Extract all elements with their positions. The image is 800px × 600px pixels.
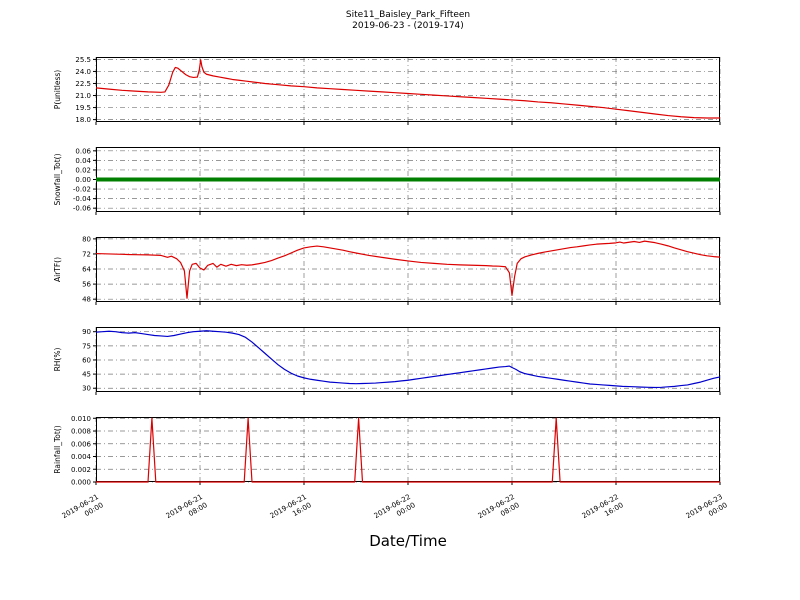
- y-tick-label: 18.0: [75, 116, 91, 124]
- x-tick-label: 2019-06-2216:00: [581, 493, 625, 528]
- y-tick-label: 30: [82, 385, 91, 393]
- y-axis-label: Snowfall_Tot(): [53, 153, 62, 205]
- subplot-snowfall-tot: -0.06 -0.04-0.02 0.00 0.020.04 0.06 Snowfall_…: [53, 147, 721, 215]
- axes-border: [96, 327, 720, 392]
- y-tick-label: 0.000: [71, 479, 91, 487]
- axes-border: [96, 57, 720, 122]
- y-tick-label: 48: [82, 296, 91, 304]
- y-axis-label: Rainfall_Tot(): [53, 425, 62, 473]
- y-tick-label: 0.004: [71, 453, 92, 461]
- y-tick-label: 21.0: [75, 92, 91, 100]
- series-line-AirTF: [95, 240, 721, 299]
- y-tick-label: 0.010: [71, 415, 91, 423]
- y-tick-label: 22.5: [75, 80, 91, 88]
- y-tick-label: 0.002: [71, 466, 91, 474]
- y-tick-label: 0.00: [75, 176, 91, 184]
- x-axis-label: Date/Time: [369, 532, 447, 550]
- x-tick-label: 2019-06-2300:00: [685, 493, 729, 528]
- y-tick-label: 19.5: [75, 104, 91, 112]
- y-tick-label: 0.008: [71, 428, 91, 436]
- x-tick-label: 2019-06-2100:00: [61, 493, 105, 528]
- x-tick-label: 2019-06-2208:00: [477, 493, 521, 528]
- y-tick-label: 60: [82, 356, 91, 364]
- subplot-rh: 30 45 60 75 90 RH(%): [53, 327, 721, 395]
- y-axis-label: P(unitless): [53, 70, 62, 109]
- y-tick-label: 0.06: [75, 147, 91, 155]
- y-tick-label: 75: [82, 342, 91, 350]
- y-tick-label: 45: [82, 371, 91, 379]
- y-tick-label: -0.06: [73, 205, 92, 213]
- y-tick-label: 0.04: [75, 157, 91, 165]
- axes-border: [96, 237, 720, 302]
- y-tick-label: 90: [82, 328, 91, 336]
- chart-title: Site11_Baisley_Park_Fifteen: [345, 10, 471, 20]
- y-tick-label: 24.0: [75, 68, 91, 76]
- subplot-airtf: 48 56 64 72 80 AirTF(): [53, 235, 721, 305]
- y-axis-label: RH(%): [53, 348, 62, 372]
- series-line-RH: [95, 330, 721, 389]
- x-axis-tick-labels: 2019-06-2100:00 2019-06-2108:00 2019-06-21…: [61, 493, 729, 528]
- y-tick-label: -0.02: [73, 186, 91, 194]
- series-line-Rainfall_Tot: [96, 417, 720, 483]
- y-tick-label: 0.006: [71, 440, 92, 448]
- subplot-p-unitless: 18.0 19.5 21.0 22.5 24.0 25.5 P(unitless): [53, 56, 721, 125]
- chart-subtitle: 2019-06-23 - (2019-174): [352, 21, 464, 31]
- series-line-P: [95, 59, 720, 119]
- y-tick-label: 64: [82, 266, 91, 274]
- y-tick-label: 56: [82, 281, 91, 289]
- x-tick-label: 2019-06-2108:00: [165, 493, 209, 528]
- x-tick-label: 2019-06-2116:00: [269, 493, 313, 528]
- y-tick-label: 80: [82, 235, 91, 243]
- x-tick-label: 2019-06-2200:00: [373, 493, 417, 528]
- y-tick-label: 25.5: [75, 56, 91, 64]
- y-tick-label: 0.02: [75, 166, 91, 174]
- y-axis-label: AirTF(): [53, 257, 62, 282]
- y-tick-label: 72: [82, 250, 91, 258]
- subplot-rainfall-tot: 0.000 0.002 0.004 0.006 0.008 0.010 Rainfall_T…: [53, 415, 721, 487]
- y-tick-label: -0.04: [73, 195, 92, 203]
